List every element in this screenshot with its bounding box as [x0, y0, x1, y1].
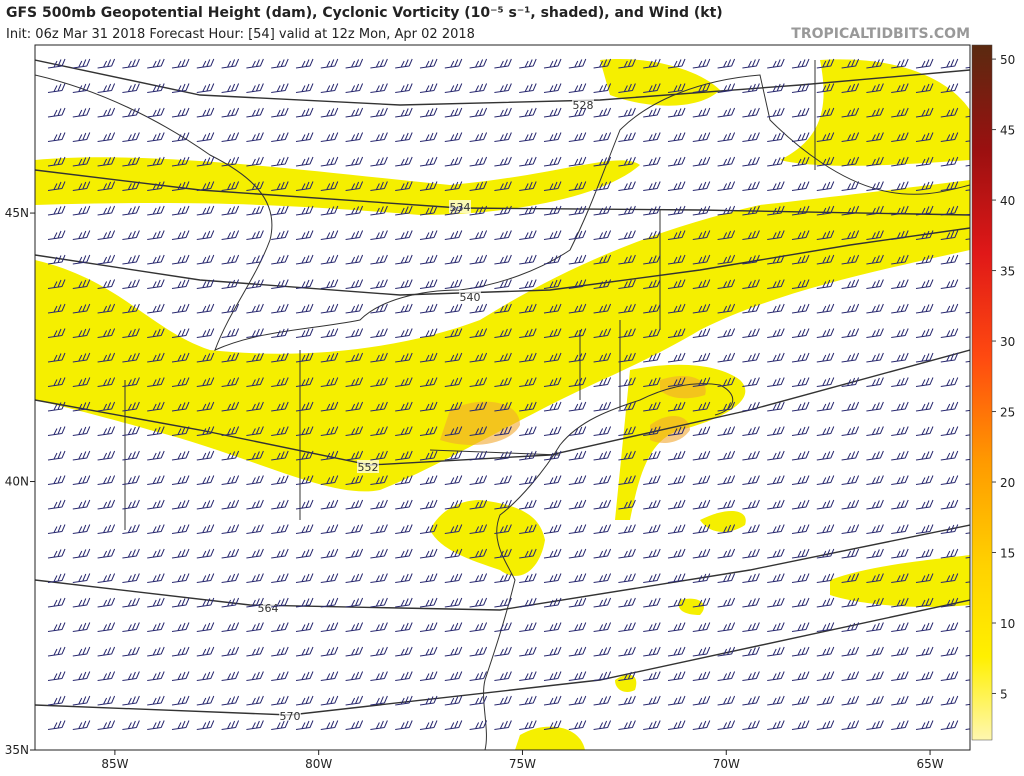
contour-label-bg [257, 601, 279, 614]
wind-barbs [47, 58, 970, 730]
contour-line [35, 349, 970, 466]
colorbar-tick-label: 45 [1000, 124, 1015, 138]
colorbar [971, 44, 993, 741]
contour-label-bg [357, 460, 379, 473]
contour-line [35, 227, 970, 296]
contour-label: 552 [358, 461, 379, 474]
contour-label: 534 [450, 201, 471, 214]
colorbar-tick-label: 35 [1000, 265, 1015, 279]
title: GFS 500mb Geopotential Height (dam), Cyc… [6, 5, 723, 21]
y-tick-label: 35N [5, 743, 29, 757]
colorbar-tick-label: 25 [1000, 406, 1015, 420]
colorbar-tick-label: 20 [1000, 476, 1015, 490]
contour-label-bg [459, 290, 481, 303]
contour-line [35, 59, 970, 106]
site-name: TROPICALTIDBITS.COM [791, 26, 970, 42]
vorticity-max [440, 375, 706, 445]
colorbar-tick-label: 50 [1000, 53, 1015, 67]
colorbar-tick-label: 5 [1000, 687, 1008, 701]
contour-label-bg [279, 709, 301, 722]
colorbar-tick-label: 30 [1000, 335, 1015, 349]
map-area [35, 45, 970, 750]
x-tick-label: 75W [509, 757, 536, 771]
x-tick-label: 70W [713, 757, 740, 771]
contour-label: 540 [460, 291, 481, 304]
x-tick-label: 85W [101, 757, 128, 771]
contour-label-bg [449, 200, 471, 213]
subtitle: Init: 06z Mar 31 2018 Forecast Hour: [54… [6, 27, 475, 42]
contour-label: 528 [573, 99, 594, 112]
y-tick-label: 40N [5, 475, 29, 489]
colorbar-tick-label: 10 [1000, 617, 1015, 631]
map-frame [34, 44, 971, 751]
x-tick-label: 65W [916, 757, 943, 771]
contour-line [35, 599, 970, 716]
x-tick-label: 80W [305, 757, 332, 771]
y-tick-label: 45N [5, 206, 29, 220]
colorbar-tick-label: 40 [1000, 194, 1015, 208]
contour-label-bg [572, 98, 594, 111]
contour-label: 564 [258, 602, 279, 615]
contour-label: 570 [280, 710, 301, 723]
colorbar-tick-label: 15 [1000, 547, 1015, 561]
